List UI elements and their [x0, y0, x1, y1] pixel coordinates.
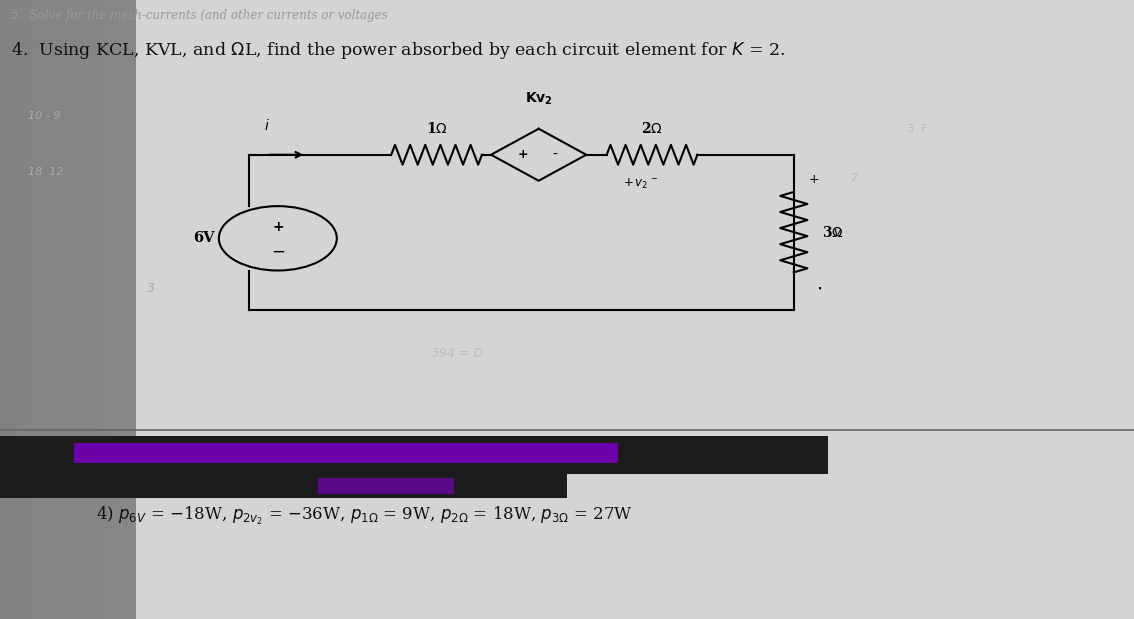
Text: $-$: $-$: [271, 241, 285, 260]
Text: 4) $p_{6V}$ = $-$18W, $p_{2v_2}$ = $-$36W, $p_{1\Omega}$ = 9W, $p_{2\Omega}$ = 1: 4) $p_{6V}$ = $-$18W, $p_{2v_2}$ = $-$36…: [96, 504, 633, 527]
Text: Answers: 1): Answers: 1): [6, 436, 110, 453]
Text: 4.  Using KCL, KVL, and $\Omega$L, find the power absorbed by each circuit eleme: 4. Using KCL, KVL, and $\Omega$L, find t…: [11, 40, 786, 61]
Text: 10 - 9: 10 - 9: [28, 111, 61, 121]
Text: 1$\Omega$: 1$\Omega$: [425, 121, 448, 136]
FancyBboxPatch shape: [68, 0, 85, 619]
Text: $\cdot$: $\cdot$: [815, 279, 822, 297]
FancyBboxPatch shape: [85, 0, 102, 619]
FancyBboxPatch shape: [0, 436, 828, 474]
Circle shape: [219, 206, 337, 271]
FancyBboxPatch shape: [17, 0, 34, 619]
Text: $v$: $v$: [833, 225, 843, 239]
Text: $+\,v_2\,^-$: $+\,v_2\,^-$: [623, 176, 659, 191]
Text: +: +: [809, 173, 820, 186]
FancyBboxPatch shape: [0, 0, 136, 619]
Polygon shape: [491, 129, 586, 181]
Text: 2: 2: [850, 173, 857, 183]
FancyBboxPatch shape: [318, 478, 454, 494]
Text: -: -: [552, 148, 557, 162]
Text: 3$\Omega$: 3$\Omega$: [822, 225, 844, 240]
FancyBboxPatch shape: [0, 0, 17, 619]
FancyBboxPatch shape: [119, 0, 136, 619]
Text: +: +: [517, 148, 528, 162]
Text: 3  F: 3 F: [907, 124, 928, 134]
Text: 18  12: 18 12: [28, 167, 64, 177]
FancyBboxPatch shape: [34, 0, 51, 619]
Text: +: +: [272, 220, 284, 234]
FancyBboxPatch shape: [0, 472, 567, 498]
FancyBboxPatch shape: [102, 0, 119, 619]
Text: 5.  Solve for the mesh-currents (and other currents or voltages: 5. Solve for the mesh-currents (and othe…: [11, 9, 388, 22]
Text: 3: 3: [147, 282, 155, 295]
Text: 2$\Omega$: 2$\Omega$: [641, 121, 663, 136]
Text: 394 = D: 394 = D: [431, 347, 483, 360]
Text: $\mathbf{Kv_2}$: $\mathbf{Kv_2}$: [525, 91, 552, 107]
FancyBboxPatch shape: [51, 0, 68, 619]
Text: 6V: 6V: [194, 232, 214, 245]
FancyBboxPatch shape: [74, 443, 618, 463]
Text: $i$: $i$: [263, 118, 270, 133]
